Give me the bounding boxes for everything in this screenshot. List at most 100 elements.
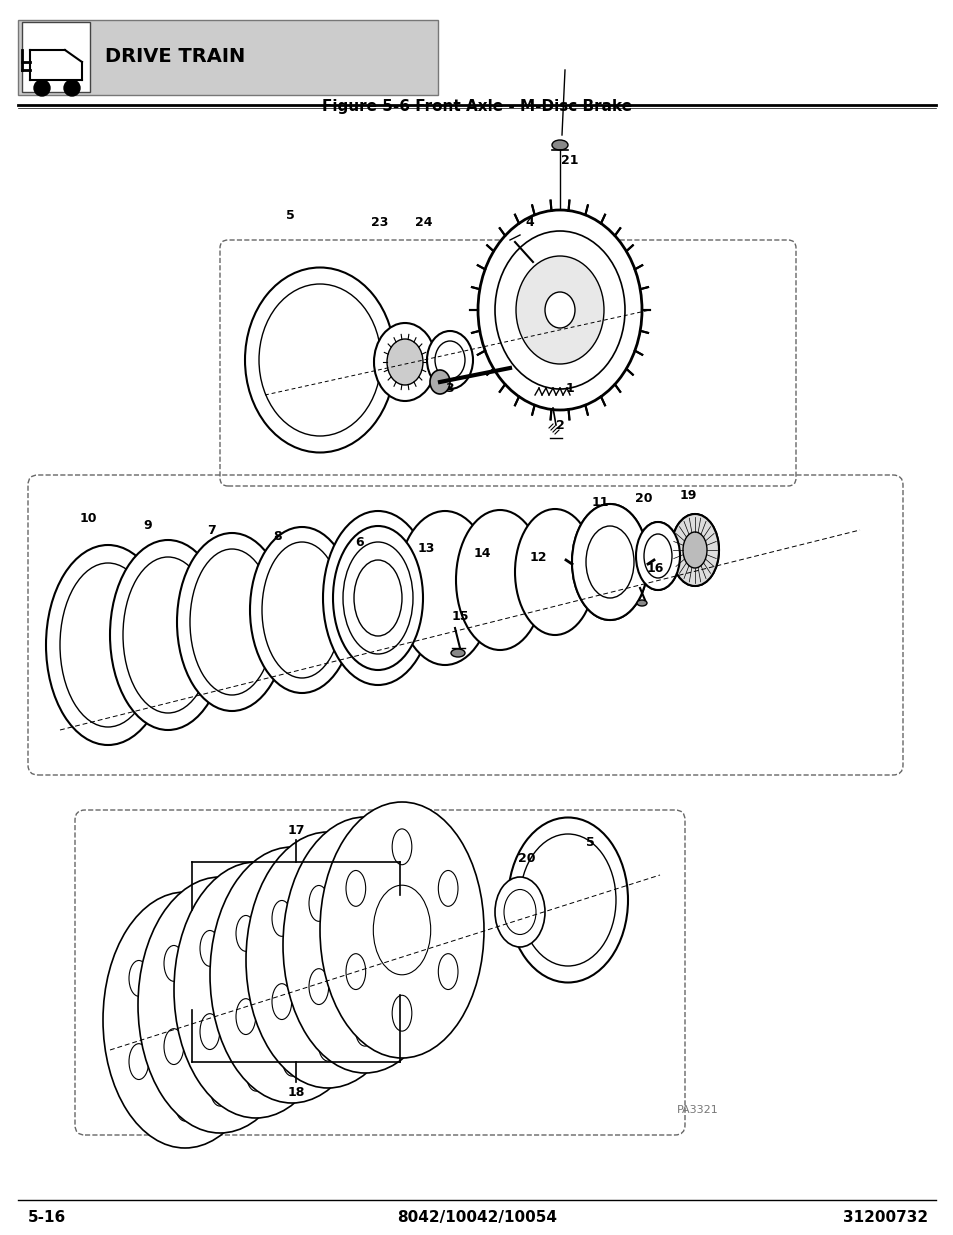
Text: 3: 3	[445, 382, 454, 394]
Ellipse shape	[138, 877, 302, 1132]
Ellipse shape	[283, 818, 447, 1073]
Text: 8042/10042/10054: 8042/10042/10054	[396, 1210, 557, 1225]
Ellipse shape	[333, 526, 422, 671]
Circle shape	[64, 80, 80, 96]
Circle shape	[34, 80, 50, 96]
Ellipse shape	[355, 1010, 375, 1046]
Ellipse shape	[190, 550, 274, 695]
Text: 11: 11	[591, 495, 608, 509]
Text: 24: 24	[415, 215, 433, 228]
Ellipse shape	[272, 984, 292, 1020]
Ellipse shape	[210, 1071, 230, 1107]
Ellipse shape	[227, 945, 284, 1035]
Text: 5: 5	[585, 836, 594, 848]
Ellipse shape	[318, 858, 337, 894]
Ellipse shape	[427, 331, 473, 389]
Ellipse shape	[103, 892, 267, 1149]
Ellipse shape	[282, 1040, 301, 1076]
Ellipse shape	[572, 504, 647, 620]
Ellipse shape	[309, 968, 329, 1004]
Ellipse shape	[235, 999, 255, 1035]
Ellipse shape	[200, 930, 219, 966]
Text: 7: 7	[208, 524, 216, 536]
Ellipse shape	[401, 968, 420, 1004]
Ellipse shape	[437, 953, 457, 989]
Ellipse shape	[110, 540, 226, 730]
Ellipse shape	[572, 504, 647, 620]
Ellipse shape	[430, 370, 450, 394]
Ellipse shape	[175, 1086, 194, 1121]
Ellipse shape	[221, 1044, 241, 1079]
Ellipse shape	[354, 559, 401, 636]
Ellipse shape	[282, 874, 301, 910]
Ellipse shape	[256, 946, 275, 982]
Text: 8: 8	[274, 530, 282, 542]
Ellipse shape	[670, 514, 719, 585]
Text: 12: 12	[529, 551, 546, 563]
Ellipse shape	[346, 953, 365, 989]
Ellipse shape	[156, 976, 213, 1065]
Ellipse shape	[292, 1014, 312, 1050]
Ellipse shape	[682, 532, 706, 568]
Ellipse shape	[129, 1044, 149, 1079]
Text: 2: 2	[555, 419, 564, 431]
Ellipse shape	[292, 930, 312, 966]
Ellipse shape	[210, 904, 230, 940]
Text: PA3321: PA3321	[677, 1105, 719, 1115]
Ellipse shape	[318, 1025, 337, 1061]
Text: 17: 17	[287, 824, 304, 836]
Ellipse shape	[309, 885, 329, 921]
Text: Figure 5-6 Front Axle - M-Disc Brake: Figure 5-6 Front Axle - M-Disc Brake	[321, 99, 632, 114]
Bar	[18, 20, 437, 95]
Text: 20: 20	[635, 492, 652, 505]
Text: 5: 5	[285, 209, 294, 221]
Ellipse shape	[262, 542, 341, 678]
Ellipse shape	[544, 291, 575, 329]
Text: 16: 16	[645, 562, 663, 574]
Ellipse shape	[507, 818, 627, 983]
Ellipse shape	[516, 256, 603, 364]
Text: 13: 13	[416, 541, 435, 555]
Ellipse shape	[392, 995, 412, 1031]
Ellipse shape	[636, 522, 679, 590]
Text: 10: 10	[79, 511, 96, 525]
Ellipse shape	[175, 919, 194, 955]
Ellipse shape	[636, 522, 679, 590]
Ellipse shape	[173, 862, 337, 1118]
Text: 6: 6	[355, 536, 364, 548]
Text: 4: 4	[525, 215, 534, 228]
Ellipse shape	[210, 847, 374, 1103]
Ellipse shape	[503, 889, 536, 935]
Ellipse shape	[258, 284, 380, 436]
Text: 21: 21	[560, 153, 578, 167]
Ellipse shape	[328, 999, 348, 1035]
Text: 1: 1	[565, 382, 574, 394]
Ellipse shape	[451, 650, 464, 657]
Ellipse shape	[477, 210, 641, 410]
Ellipse shape	[585, 526, 634, 598]
Ellipse shape	[355, 844, 375, 879]
Ellipse shape	[346, 871, 365, 906]
Ellipse shape	[123, 557, 213, 713]
Ellipse shape	[246, 832, 410, 1088]
Ellipse shape	[164, 1029, 184, 1065]
Ellipse shape	[343, 542, 413, 655]
Ellipse shape	[200, 1014, 219, 1050]
Ellipse shape	[319, 802, 483, 1058]
Ellipse shape	[552, 140, 567, 149]
Ellipse shape	[129, 961, 149, 997]
Ellipse shape	[515, 509, 595, 635]
Ellipse shape	[246, 1055, 266, 1091]
Ellipse shape	[235, 915, 255, 951]
Ellipse shape	[246, 889, 266, 925]
Text: 31200732: 31200732	[842, 1210, 927, 1225]
Ellipse shape	[221, 961, 241, 997]
Ellipse shape	[519, 834, 616, 966]
Ellipse shape	[456, 510, 543, 650]
Ellipse shape	[336, 900, 394, 989]
Bar	[22, 22, 90, 91]
Text: 19: 19	[679, 489, 696, 501]
Ellipse shape	[192, 960, 249, 1050]
Ellipse shape	[495, 231, 624, 389]
Ellipse shape	[585, 526, 634, 598]
